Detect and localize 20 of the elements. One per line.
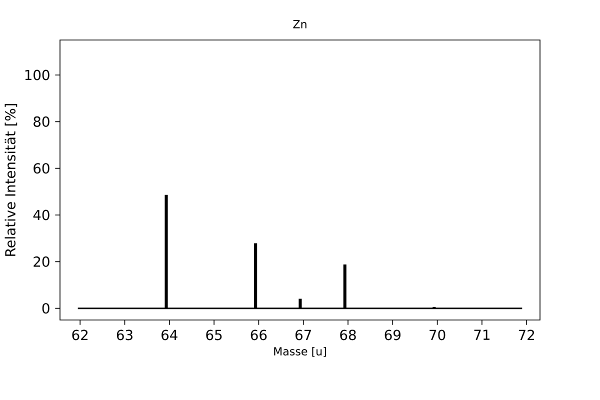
- y-tick-label: 100: [25, 70, 50, 80]
- y-tick-label: 0: [42, 303, 50, 314]
- y-tick-label: 80: [34, 116, 50, 127]
- x-tick-label: 68: [340, 330, 356, 340]
- y-tick-label: 20: [34, 256, 50, 267]
- y-tick-label: 60: [34, 163, 50, 174]
- x-tick-label: 63: [116, 330, 132, 340]
- x-tick-label: 70: [430, 330, 446, 340]
- chart-title: Zn: [293, 20, 306, 28]
- x-tick-label: 64: [162, 330, 178, 340]
- x-tick-label: 72: [518, 330, 534, 340]
- x-tick-label: 71: [474, 330, 490, 340]
- y-tick-label: 40: [33, 210, 50, 220]
- x-tick-label: 69: [384, 330, 400, 340]
- x-tick-label: 66: [250, 330, 267, 340]
- x-axis-title: Masse [u]: [274, 346, 326, 357]
- x-tick-label: 62: [72, 330, 88, 340]
- x-tick-label: 65: [206, 330, 222, 340]
- x-tick-label: 67: [296, 330, 311, 340]
- y-axis-title: Relative Intensität [%]: [4, 104, 18, 256]
